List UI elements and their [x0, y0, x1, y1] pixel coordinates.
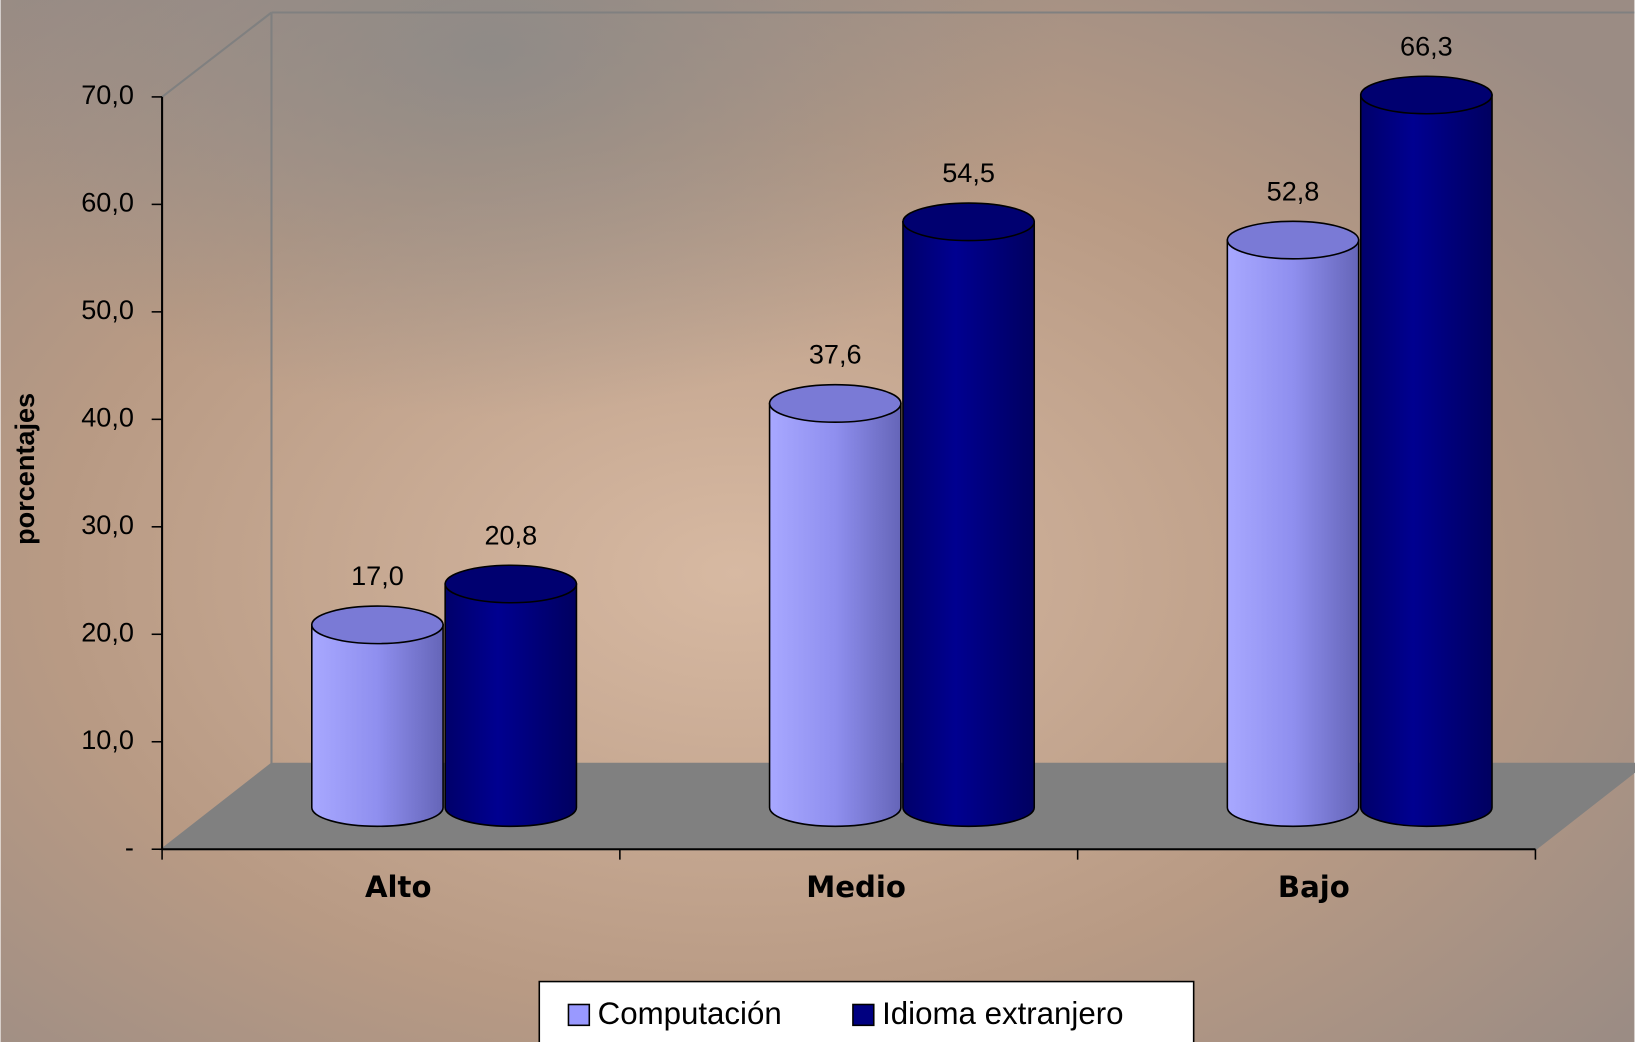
y-tick-label: 70,0 — [81, 79, 134, 110]
legend-swatch — [568, 1004, 589, 1025]
cylinder-top — [903, 203, 1034, 241]
y-tick-label: 50,0 — [81, 294, 134, 325]
data-label: 37,6 — [809, 339, 862, 370]
data-label: 52,8 — [1267, 175, 1320, 206]
cylinder-top — [770, 385, 901, 423]
data-label: 66,3 — [1400, 30, 1453, 61]
cylinder-top — [1227, 221, 1358, 259]
cylinder-top — [445, 565, 576, 603]
legend-label: Idioma extranjero — [882, 996, 1123, 1031]
x-tick-label: Alto — [365, 870, 432, 904]
legend-label: Computación — [598, 996, 782, 1031]
cylinder — [1361, 95, 1492, 826]
data-label: 20,8 — [484, 519, 537, 550]
cylinder — [312, 625, 443, 826]
cylinder — [1227, 240, 1358, 826]
cylinder-top — [1361, 76, 1492, 114]
cylinder — [903, 222, 1034, 826]
legend-swatch — [853, 1004, 874, 1025]
y-tick-label: - — [125, 831, 134, 862]
y-axis-label: porcentajes — [9, 393, 40, 545]
y-tick-label: 30,0 — [81, 509, 134, 540]
cylinder — [770, 403, 901, 826]
cylinder-top — [312, 606, 443, 644]
x-tick-label: Medio — [806, 870, 906, 904]
data-label: 17,0 — [351, 560, 404, 591]
y-tick-label: 20,0 — [81, 616, 134, 647]
y-tick-label: 60,0 — [81, 187, 134, 218]
y-tick-label: 10,0 — [81, 724, 134, 755]
x-tick-label: Bajo — [1278, 870, 1350, 904]
cylinder — [445, 584, 576, 826]
chart: porcentajes - 10,0 20,0 30,0 40,0 50,0 60,0 70,… — [0, 0, 1635, 1042]
y-tick-label: 40,0 — [81, 401, 134, 432]
page: porcentajes - 10,0 20,0 30,0 40,0 50,0 60,0 70,… — [0, 0, 1635, 1042]
data-label: 54,5 — [942, 157, 995, 188]
